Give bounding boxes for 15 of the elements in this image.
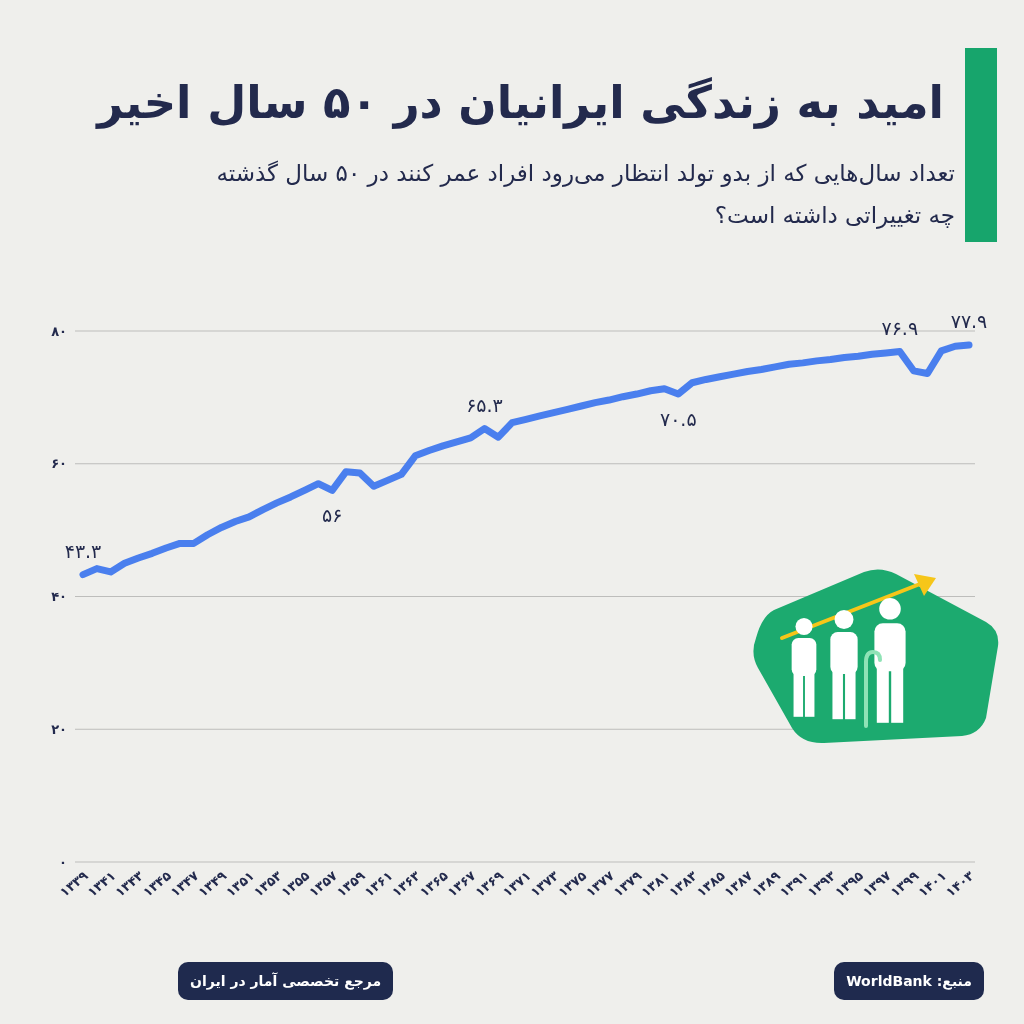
data-label: ۵۶ [321, 504, 343, 527]
y-tick-label: ۰ [59, 854, 67, 870]
data-label: ۶۵.۳ [466, 393, 503, 416]
y-tick-label: ۴۰ [51, 589, 67, 605]
y-tick-label: ۸۰ [51, 323, 67, 339]
y-tick-label: ۲۰ [51, 721, 67, 737]
data-label: ۴۳.۳ [64, 539, 102, 562]
chart-subtitle: تعداد سال‌هایی که از بدو تولد انتظار می‌رود افراد عمر کنند در ۵۰ سال گذشته چه تغییراتی داشته است؟ [215, 159, 955, 231]
text: مرجع تخصصی آمار در ایران [178, 962, 394, 1000]
data-label: ۷۶.۹ [881, 316, 919, 339]
y-tick-label: ۶۰ [51, 456, 67, 472]
chart-title: امید به زندگی ایرانیان در ۵۰ سال اخیر [97, 75, 944, 131]
data-label: ۷۰.۵ [659, 408, 697, 431]
text: منبع: WorldBank [834, 962, 984, 1000]
data-label: ۷۷.۹ [950, 309, 988, 332]
